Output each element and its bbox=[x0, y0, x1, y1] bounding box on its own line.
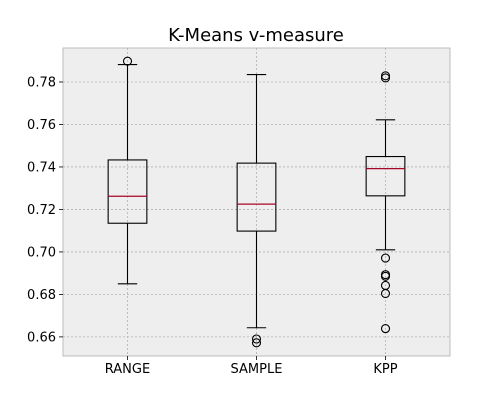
outlier-point bbox=[122, 56, 133, 66]
y-tick-label: 0.76 bbox=[27, 118, 56, 133]
x-tick-label: SAMPLE bbox=[231, 362, 283, 377]
outlier-point bbox=[380, 271, 391, 281]
x-tick-label: KPP bbox=[373, 362, 397, 377]
box-range bbox=[107, 56, 148, 285]
box-kpp bbox=[365, 71, 406, 334]
outlier-point bbox=[251, 334, 262, 344]
outlier-point bbox=[380, 253, 391, 263]
iqr-box bbox=[107, 159, 148, 224]
y-tick-label: 0.66 bbox=[27, 330, 56, 345]
outlier-point bbox=[251, 338, 262, 348]
chart-title: K-Means v-measure bbox=[168, 25, 344, 46]
y-tick-label: 0.78 bbox=[27, 75, 56, 90]
x-tick-label: RANGE bbox=[105, 362, 150, 377]
outlier-point bbox=[380, 324, 391, 334]
box-series bbox=[107, 56, 406, 348]
box-sample bbox=[236, 74, 277, 348]
outlier-point bbox=[380, 73, 391, 83]
y-tick-label: 0.70 bbox=[27, 245, 56, 260]
y-tick-label: 0.68 bbox=[27, 288, 56, 303]
y-tick-label: 0.72 bbox=[27, 203, 56, 218]
iqr-box bbox=[236, 162, 277, 232]
iqr-box bbox=[365, 155, 406, 197]
axes: 0.66 0.68 0.70 0.72 0.74 0.76 0.78 RANGE SAMPLE K… bbox=[27, 75, 398, 377]
outlier-point bbox=[380, 289, 391, 299]
y-tick-label: 0.74 bbox=[27, 160, 56, 175]
